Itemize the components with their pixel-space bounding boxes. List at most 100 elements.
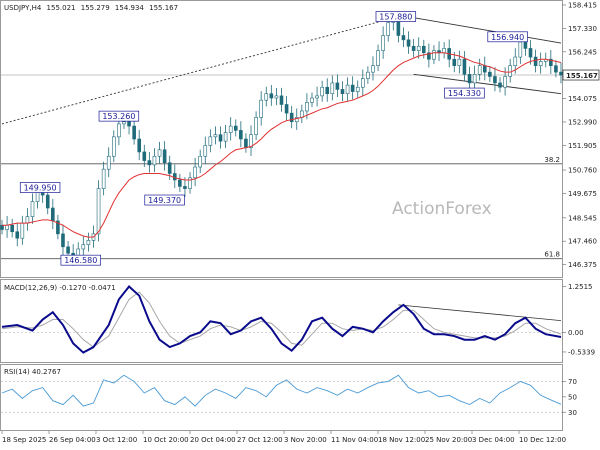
candle-body	[56, 220, 60, 235]
candle-body	[239, 130, 243, 140]
candle-body	[401, 35, 406, 41]
candle-body	[320, 86, 324, 97]
candle-body	[254, 117, 258, 135]
rsi-panel	[0, 364, 563, 431]
candle-body	[0, 224, 4, 230]
price-label: 149.370	[148, 196, 181, 205]
candle-body	[66, 246, 70, 254]
candle-body	[279, 95, 284, 105]
time-tick-label: 3 Nov 20:00	[284, 436, 327, 444]
candle-body	[233, 125, 238, 131]
rsi-series-line	[1, 374, 562, 407]
candle-body	[198, 155, 202, 168]
candle-body	[315, 95, 319, 99]
candle-body	[462, 58, 467, 75]
candle-body	[264, 93, 269, 101]
candle-body	[167, 162, 172, 174]
candle-body	[335, 82, 340, 90]
candle-body	[20, 222, 25, 239]
candle-body	[472, 74, 477, 84]
macd-panel	[0, 279, 563, 363]
candle-body	[122, 121, 126, 125]
candle-body	[172, 173, 177, 181]
candle-body	[274, 95, 279, 99]
price-panel	[0, 0, 563, 278]
ohlc-high: 155.279	[81, 4, 110, 12]
candle-body	[162, 149, 167, 164]
rsi-line	[1, 374, 562, 413]
candle-body	[421, 45, 426, 54]
candle-body	[289, 112, 294, 123]
price-trendlines	[1, 14, 562, 125]
price-tick-label: 150.760	[568, 167, 597, 175]
ma-line	[2, 52, 562, 238]
time-tick-label: 3 Dec 04:00	[472, 436, 515, 444]
price-tick-label: 147.460	[568, 238, 597, 246]
candle-body	[127, 121, 131, 127]
candle-body	[25, 216, 30, 224]
candle-body	[294, 117, 299, 123]
candle-body	[493, 76, 497, 84]
candle-body	[244, 138, 248, 148]
price-label: 156.940	[491, 33, 524, 42]
candle-body	[361, 78, 365, 88]
macd-lines	[1, 285, 562, 354]
trendline	[413, 73, 562, 95]
candle-body	[508, 65, 512, 77]
ohlc-open: 155.021	[47, 4, 76, 12]
candle-body	[457, 58, 462, 66]
price-label: 149.950	[24, 184, 57, 193]
price-tick-label: 154.075	[568, 95, 597, 103]
time-tick-label: 3 Oct 12:00	[96, 436, 137, 444]
trendline	[1, 16, 399, 125]
trendline	[398, 14, 562, 44]
candle-body	[15, 231, 20, 239]
candle-body	[345, 84, 350, 95]
candle-body	[477, 65, 482, 75]
candle-body	[152, 155, 157, 166]
time-tick-label: 18 Sep 2025	[2, 436, 46, 444]
macd-signal-line	[1, 291, 562, 348]
candle-body	[340, 89, 345, 95]
candle-body	[51, 207, 55, 222]
time-tick-label: 10 Oct 20:00	[143, 436, 189, 444]
candle-body	[10, 224, 14, 233]
candle-body	[132, 125, 136, 140]
candle-body	[488, 71, 492, 77]
candle-body	[45, 194, 50, 209]
rsi-tick-label: 30	[568, 409, 577, 417]
candle-body	[269, 93, 274, 99]
candle-body	[381, 35, 385, 51]
candle-body	[106, 155, 111, 170]
candle-body	[208, 136, 213, 146]
candle-body	[249, 134, 253, 148]
candle-body	[218, 134, 223, 142]
rsi-title: RSI(14) 40.2767	[4, 368, 61, 376]
candle-body	[498, 82, 502, 88]
time-tick-label: 10 Dec 12:00	[519, 436, 566, 444]
current-price-tag	[562, 69, 600, 81]
candle-body	[376, 50, 380, 66]
price-label-box	[144, 194, 185, 206]
price-label-box	[60, 254, 101, 266]
price-label: 146.580	[64, 256, 97, 265]
time-tick-label: 25 Nov 20:00	[425, 436, 472, 444]
price-label-box	[19, 182, 61, 193]
candle-body	[482, 65, 487, 73]
macd-axis: 1.2515 0.00 -0.5339	[562, 283, 595, 356]
candle-body	[366, 71, 370, 79]
candle-body	[284, 104, 289, 114]
candle-body	[533, 56, 538, 66]
candle-body	[503, 76, 507, 88]
candle-body	[549, 58, 553, 66]
candle-body	[325, 86, 330, 95]
ohlc-low: 154.934	[115, 4, 144, 12]
candle-body	[452, 58, 457, 66]
candle-body	[101, 168, 106, 189]
moving-average	[2, 52, 562, 238]
candle-body	[178, 179, 182, 187]
candle-body	[538, 61, 543, 66]
price-tick-label: 149.675	[568, 190, 597, 198]
candle-body	[203, 145, 208, 157]
candle-body	[554, 65, 558, 73]
